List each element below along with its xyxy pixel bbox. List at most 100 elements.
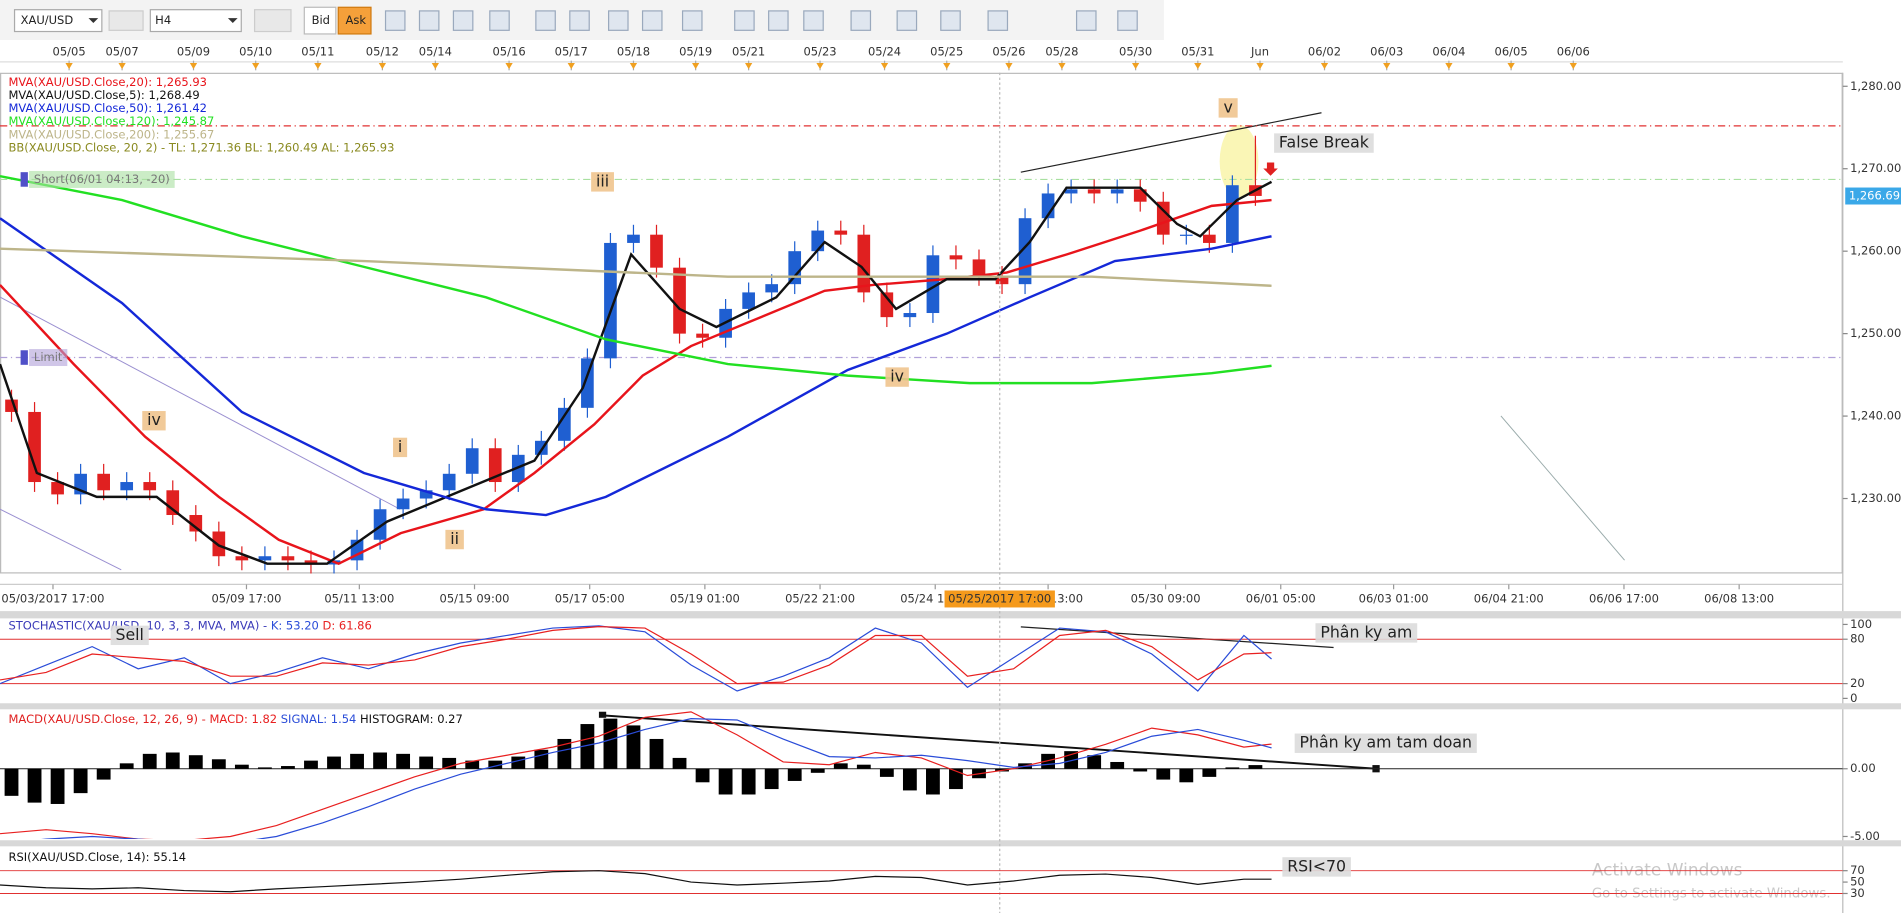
indicator-legend: MVA(XAU/USD.Close,50): 1,261.42: [8, 101, 207, 115]
candle-body: [488, 448, 502, 483]
candle-body: [926, 255, 940, 314]
top-date-label: 05/12: [366, 45, 399, 59]
session-marker: [252, 63, 260, 70]
timeframe: H4: [155, 13, 171, 27]
indicator-legend: MVA(XAU/USD.Close,5): 1,268.49: [8, 88, 199, 102]
indicator-line: [0, 870, 1272, 893]
indicator-line: [40, 718, 1272, 840]
y-tick-label: 1,280.00: [1850, 79, 1901, 93]
histogram-bar: [1225, 767, 1240, 769]
indicator-line: [0, 217, 1272, 517]
indicator-value: MACD: 1.82: [209, 712, 277, 726]
watermark-subtitle: Go to Settings to activate Windows.: [1592, 887, 1831, 902]
symbol-select[interactable]: [13, 9, 103, 33]
candle-body: [304, 560, 318, 565]
session-marker: [1005, 63, 1013, 70]
histogram-bar: [234, 764, 249, 769]
candle-body: [1203, 234, 1216, 243]
histogram-bar: [327, 756, 341, 769]
indicator-legend: MVA(XAU/USD.Close,200): 1,255.67: [8, 127, 214, 141]
x-tick-label: 06/01 05:00: [1246, 591, 1316, 605]
bid-button[interactable]: [303, 6, 337, 35]
indicator-line: [0, 198, 1272, 566]
top-date-label: 06/02: [1308, 45, 1341, 59]
trendline[interactable]: [0, 296, 401, 510]
candle-body: [650, 234, 663, 268]
panel-plot: [0, 625, 1843, 692]
histogram-bar: [1087, 755, 1102, 769]
x-tick-label: 05/11 13:00: [324, 591, 394, 605]
indicator-title: MACD(XAU/USD.Close, 12, 26, 9) - MACD: 1…: [8, 712, 462, 726]
candle-body: [120, 482, 134, 491]
histogram-bar: [926, 768, 940, 795]
top-date-label: 05/14: [419, 45, 452, 59]
candle-body: [166, 490, 180, 516]
histogram-bar: [1110, 761, 1125, 769]
y-tick-label: 1,230.00: [1850, 491, 1901, 505]
histogram-bar: [281, 766, 295, 769]
histogram-bar: [142, 753, 157, 769]
trendline[interactable]: [0, 508, 122, 571]
session-marker: [505, 63, 513, 70]
candle-body: [143, 482, 157, 491]
session-marker: [1131, 63, 1140, 70]
candle-body: [1110, 189, 1124, 194]
level-handle: [20, 172, 28, 187]
top-date-label: 05/21: [732, 45, 765, 59]
candle-body: [1226, 185, 1239, 243]
crosshair-label: 05/25/2017 17:00: [948, 591, 1051, 605]
indicator-value: RSI(XAU/USD.Close, 14): 55.14: [8, 850, 186, 864]
level-label-bg: [29, 349, 68, 367]
trendline[interactable]: [1020, 112, 1322, 173]
x-tick-label: 05/30 09:00: [1131, 591, 1201, 605]
session-marker: [431, 63, 440, 70]
indicator-value: STOCHASTIC(XAU/USD, 10, 3, 3, MVA, MVA) …: [8, 618, 267, 632]
annotation: iv: [890, 367, 904, 386]
top-date-label: 06/04: [1432, 45, 1465, 59]
toolbar-button[interactable]: [253, 9, 292, 33]
histogram-bar: [119, 763, 134, 769]
panel-separator: [0, 840, 1901, 847]
candle-body: [857, 234, 871, 293]
level-label-bg: [29, 170, 175, 188]
x-tick-label: 06/03 01:00: [1359, 591, 1429, 605]
candle-body: [834, 230, 848, 235]
x-tick-label: 06/08 13:00: [1704, 591, 1774, 605]
candle-body: [51, 482, 64, 495]
level-handle: [20, 350, 28, 365]
top-date-label: 05/11: [301, 45, 334, 59]
trendline[interactable]: [602, 714, 1377, 770]
histogram-bar: [787, 768, 802, 781]
annotation: Sell: [115, 625, 143, 644]
ask-button[interactable]: [337, 6, 372, 35]
session-marker: [1194, 63, 1202, 70]
histogram-bar: [419, 756, 434, 769]
annotation: Phân ky am: [1320, 622, 1412, 641]
histogram-bar: [672, 757, 687, 769]
histogram-bar: [534, 749, 549, 769]
candle-body: [419, 490, 433, 499]
y-tick-label: 30: [1850, 886, 1865, 900]
candle-body: [903, 313, 917, 318]
trendline-handle[interactable]: [598, 711, 607, 718]
y-tick-label: 70: [1850, 863, 1865, 877]
timeframe-select[interactable]: [149, 9, 242, 33]
candle-body: [396, 498, 410, 510]
toolbar-button[interactable]: [108, 10, 144, 31]
candle-body: [442, 473, 456, 491]
y-tick-label: 1,260.00: [1850, 244, 1901, 258]
histogram-bar: [557, 738, 572, 769]
candle-body: [281, 556, 295, 561]
candle-body: [465, 448, 479, 474]
y-tick-label: 1,270.00: [1850, 161, 1901, 175]
candle-body: [212, 531, 226, 557]
top-date-label: 05/17: [555, 45, 588, 59]
annotation: ii: [450, 529, 459, 548]
trendline[interactable]: [1500, 415, 1625, 561]
histogram-bar: [442, 757, 457, 769]
histogram-bar: [856, 764, 871, 769]
toolbar-icons[interactable]: [384, 10, 1138, 31]
trendline[interactable]: [1020, 626, 1334, 649]
top-date-label: 05/30: [1119, 45, 1152, 59]
panel-separator: [0, 703, 1901, 710]
